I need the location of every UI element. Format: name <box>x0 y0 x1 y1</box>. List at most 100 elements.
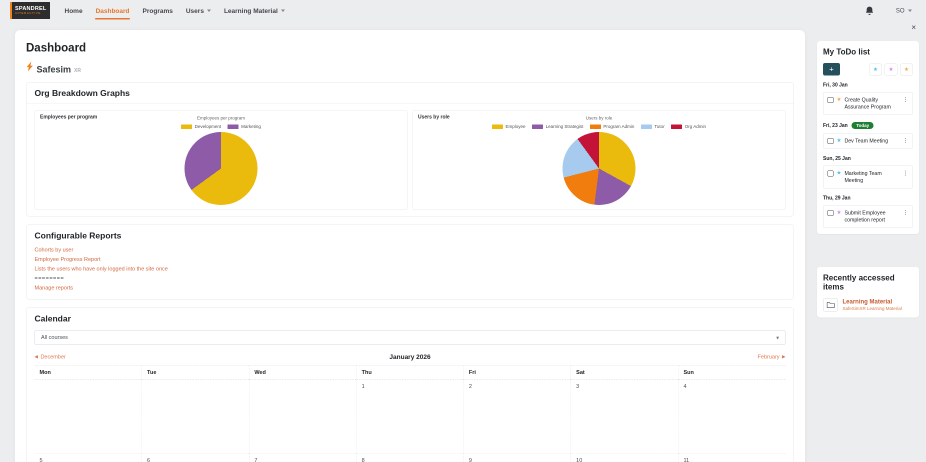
today-badge: Today <box>851 122 874 129</box>
todo-checkbox[interactable] <box>827 170 834 177</box>
todo-group-header: Sun, 25 Jan <box>823 156 913 162</box>
todo-group-header: Thu, 29 Jan <box>823 196 913 202</box>
nav-item-dashboard[interactable]: Dashboard <box>89 0 136 21</box>
calendar-title: Calendar <box>34 314 71 324</box>
calendar-day-cell[interactable]: 8 <box>356 453 464 462</box>
todo-item-label: Create Quality Assurance Program <box>844 97 891 110</box>
legend-swatch <box>671 124 683 129</box>
chart-title: Employees per program <box>196 115 246 121</box>
month-title: January 2026 <box>389 353 431 361</box>
calendar-day-cell[interactable]: 4 <box>678 379 786 454</box>
brand-suffix: XR <box>74 68 81 74</box>
calendar-day-cell[interactable]: 7 <box>249 453 357 462</box>
calendar-grid: Mon Tue Wed Thu Fri Sat Sun 1 2 3 4 5 6 7 8 9 10 11 <box>34 365 786 462</box>
calendar-day-header: Mon <box>34 365 143 380</box>
recent-item-text: Learning Material SafeSimXR Learning Mate… <box>843 298 902 312</box>
nav-item-home[interactable]: Home <box>58 0 89 21</box>
calendar-day-cell[interactable] <box>141 379 250 454</box>
legend-item: Employee <box>492 124 526 129</box>
pie-chart <box>562 132 636 205</box>
spandrel-logo[interactable]: SPANDREL INTERACTIVE <box>10 2 50 19</box>
configurable-reports-section: Configurable Reports Cohorts by user Empl… <box>26 224 794 300</box>
configurable-reports-title: Configurable Reports <box>34 231 122 241</box>
todo-group-date: Fri, 30 Jan <box>823 82 848 89</box>
calendar-week-row: 5 6 7 8 9 10 11 <box>34 453 786 462</box>
calendar-day-cell[interactable] <box>249 379 357 454</box>
top-navbar: SPANDREL INTERACTIVE Home Dashboard Progra… <box>0 0 926 21</box>
legend-swatch <box>227 124 239 129</box>
calendar-day-cell[interactable]: 6 <box>141 453 250 462</box>
add-todo-button[interactable]: + <box>823 63 840 76</box>
report-link[interactable]: Employee Progress Report <box>34 256 101 263</box>
todo-filter-purple-star[interactable]: ★ <box>884 63 898 76</box>
nav-item-programs[interactable]: Programs <box>136 0 179 21</box>
org-breakdown-section: Org Breakdown Graphs Employees per progr… <box>26 82 794 217</box>
nav-menu: Home Dashboard Programs Users Learning Mater… <box>58 0 291 21</box>
prev-month-label: December <box>40 353 66 360</box>
report-link[interactable]: Cohorts by user <box>34 247 74 253</box>
item-menu-icon[interactable]: ⋮ <box>902 209 909 216</box>
calendar-day-header: Tue <box>141 365 250 380</box>
safesim-bolt-icon <box>26 61 34 75</box>
legend-swatch <box>181 124 193 129</box>
legend-label: Org Admin <box>684 124 706 129</box>
todo-checkbox[interactable] <box>827 97 834 103</box>
todo-title: My ToDo list <box>823 48 870 57</box>
legend-item: Learning Strategist <box>532 124 583 129</box>
calendar-day-cell[interactable]: 2 <box>463 379 572 454</box>
todo-filter-blue-star[interactable]: ★ <box>869 63 882 76</box>
pie-chart <box>184 132 258 205</box>
prev-month-link[interactable]: ◀ December <box>35 354 90 360</box>
star-icon: ★ <box>836 96 842 103</box>
chevron-down-icon <box>908 9 912 12</box>
star-icon: ★ <box>836 137 842 144</box>
orange-star-icon: ★ <box>904 66 909 73</box>
report-link[interactable]: Lists the users who have only logged int… <box>34 266 168 272</box>
brand-name: Safesim <box>36 64 72 75</box>
org-breakdown-header: Org Breakdown Graphs <box>26 83 794 104</box>
user-initials: SO <box>895 7 905 14</box>
legend-item: Org Admin <box>671 124 706 129</box>
calendar-day-cell[interactable]: 3 <box>570 379 679 454</box>
recent-item-link[interactable]: Learning Material SafeSimXR Learning Mate… <box>823 298 913 312</box>
course-filter-select[interactable]: All courses ▾ <box>34 330 786 345</box>
legend-label: Employee <box>505 124 526 129</box>
calendar-day-cell[interactable]: 1 <box>356 379 464 454</box>
manage-reports-link[interactable]: Manage reports <box>34 285 74 291</box>
star-icon: ★ <box>836 170 842 176</box>
logo-text: SPANDREL <box>15 5 47 12</box>
calendar-day-cell[interactable]: 11 <box>678 453 786 462</box>
report-separator: ======== <box>34 275 65 282</box>
next-month-link[interactable]: February ▶ <box>731 354 786 360</box>
course-filter-value: All courses <box>41 334 68 341</box>
item-menu-icon[interactable]: ⋮ <box>902 169 909 177</box>
legend-swatch <box>532 124 544 129</box>
todo-item: ★ Submit Employee completion report ⋮ <box>823 205 913 228</box>
logo-subtext: INTERACTIVE <box>15 12 41 15</box>
calendar-day-cell[interactable]: 10 <box>570 453 679 462</box>
todo-group-date: Sun, 25 Jan <box>823 156 851 162</box>
calendar-day-cell[interactable] <box>34 379 143 454</box>
recent-item-title: Learning Material <box>842 298 893 305</box>
nav-item-learning-material[interactable]: Learning Material <box>217 0 291 21</box>
calendar-day-header: Sat <box>570 365 679 380</box>
close-icon[interactable]: × <box>911 23 916 32</box>
calendar-day-cell[interactable]: 5 <box>34 453 143 462</box>
item-menu-icon[interactable]: ⋮ <box>902 137 909 144</box>
employees-per-program-chart: Employees per program Employees per prog… <box>34 110 408 210</box>
nav-item-users[interactable]: Users <box>179 0 217 21</box>
legend-item: Marketing <box>227 124 261 129</box>
legend-label: Marketing <box>241 124 261 129</box>
charts-row: Employees per program Employees per prog… <box>34 110 786 210</box>
todo-checkbox[interactable] <box>827 210 834 216</box>
item-menu-icon[interactable]: ⋮ <box>902 96 909 103</box>
month-nav: ◀ December January 2026 February ▶ <box>35 353 786 361</box>
todo-filter-orange-star[interactable]: ★ <box>900 63 913 76</box>
user-menu[interactable]: SO <box>896 7 912 14</box>
notifications-bell-icon[interactable] <box>865 6 874 15</box>
todo-checkbox[interactable] <box>827 138 834 144</box>
next-arrow-icon: ▶ <box>782 354 786 359</box>
calendar-day-cell[interactable]: 9 <box>463 453 572 462</box>
calendar-body: 1 2 3 4 5 6 7 8 9 10 11 <box>34 379 786 462</box>
blue-star-icon: ★ <box>873 66 878 73</box>
